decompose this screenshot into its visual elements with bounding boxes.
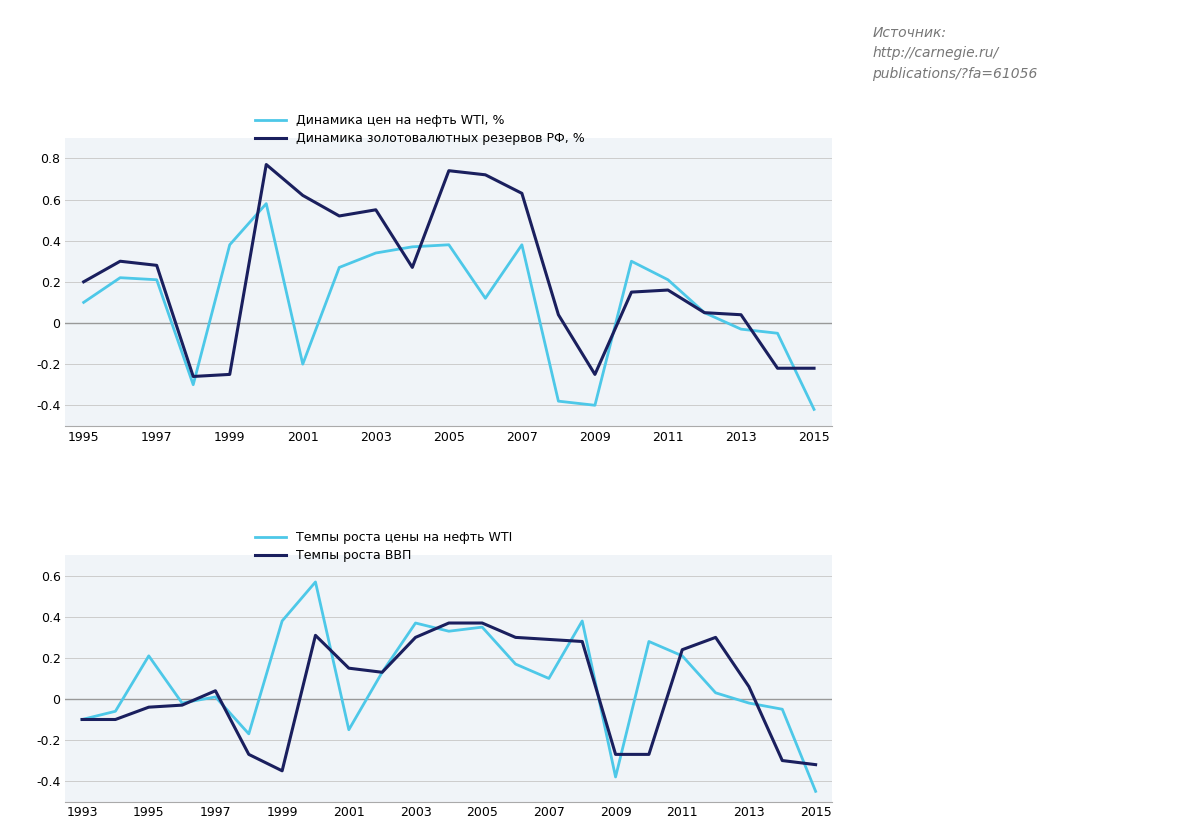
Text: (в текущих долларах США): (в текущих долларах США) [292,86,605,105]
Text: Источник:
http://carnegie.ru/
publications/?fa=61056: Источник: http://carnegie.ru/ publicatio… [872,26,1038,81]
Legend: Темпы роста цены на нефть WTI, Темпы роста ВВП: Темпы роста цены на нефть WTI, Темпы рос… [250,526,517,568]
Text: Динамика золотовалютных резервов РФ и цен на нефть WTI: Динамика золотовалютных резервов РФ и це… [105,40,793,59]
Legend: Динамика цен на нефть WTI, %, Динамика золотовалютных резервов РФ, %: Динамика цен на нефть WTI, %, Динамика з… [250,109,590,150]
Text: (в текущих долларах США): (в текущих долларах США) [292,504,605,523]
Text: Динамика роста ВВП России и цены на нефть (WTI): Динамика роста ВВП России и цены на нефт… [157,458,741,477]
